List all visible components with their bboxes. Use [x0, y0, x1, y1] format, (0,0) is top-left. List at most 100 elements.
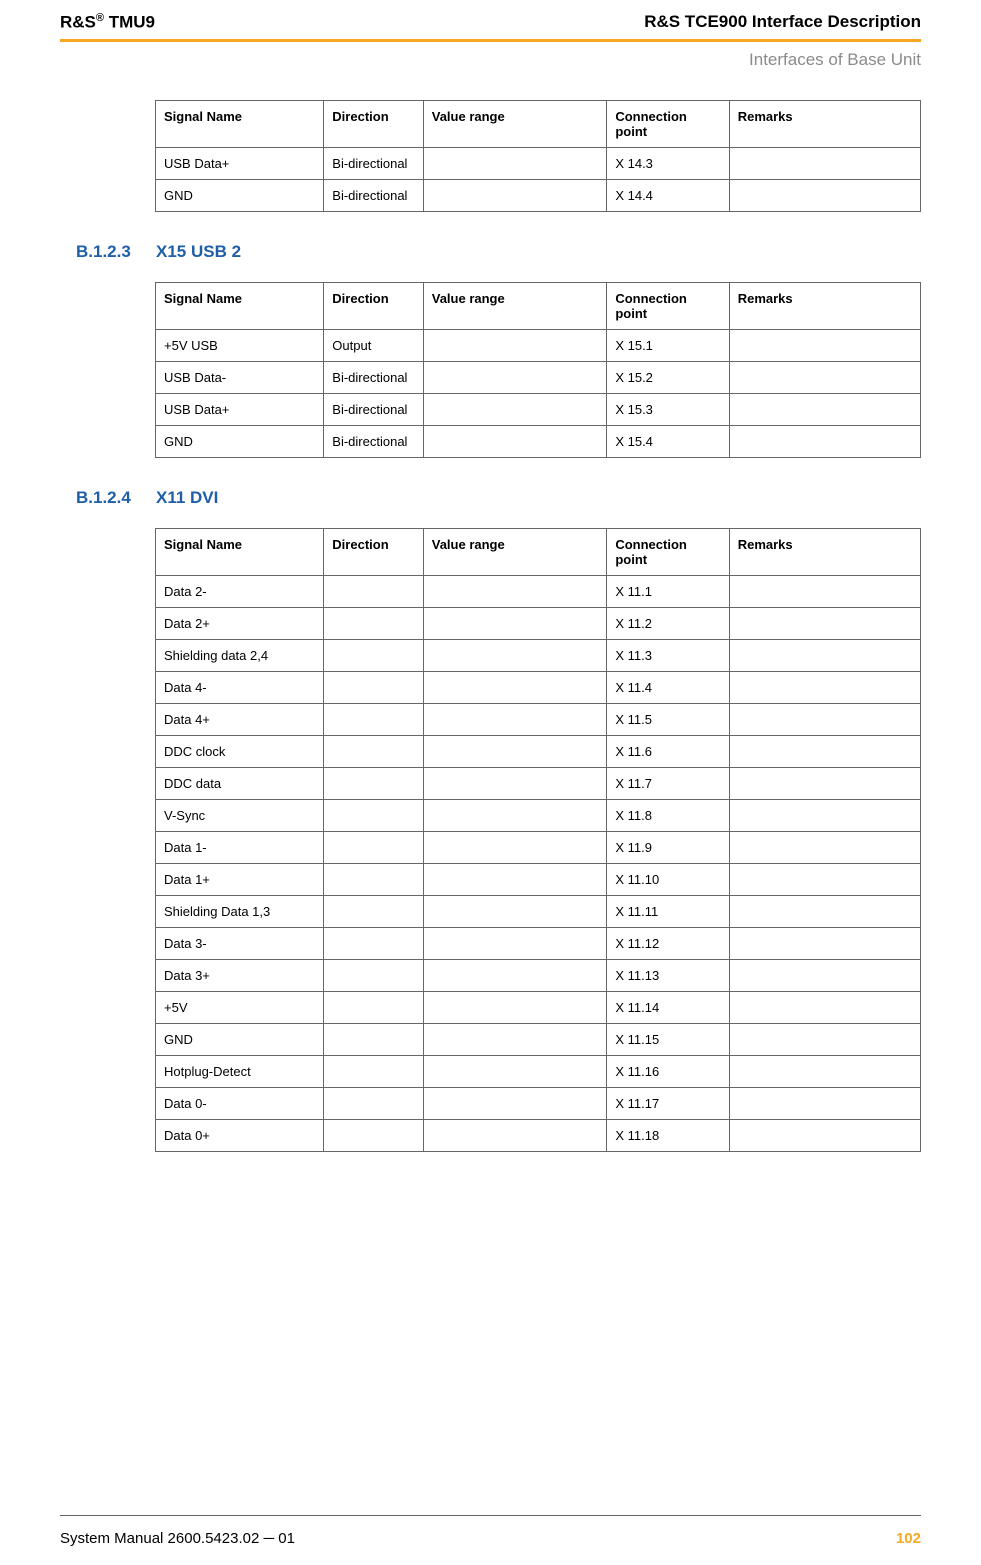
table-cell: X 11.7	[607, 767, 729, 799]
table-cell	[423, 735, 607, 767]
table-cell: DDC clock	[156, 735, 324, 767]
table-row: Data 2-X 11.1	[156, 575, 921, 607]
table-cell: Hotplug-Detect	[156, 1055, 324, 1087]
table-row: Data 0+X 11.18	[156, 1119, 921, 1151]
table-cell	[729, 1023, 920, 1055]
table-cell	[423, 1119, 607, 1151]
table-cell: +5V	[156, 991, 324, 1023]
reg-mark: ®	[96, 12, 104, 24]
table-cell	[423, 179, 607, 211]
table-cell: Bi-directional	[324, 425, 423, 457]
table-row: DDC data X 11.7	[156, 767, 921, 799]
table-cell	[324, 863, 423, 895]
table-cell	[324, 735, 423, 767]
table-row: +5V X 11.14	[156, 991, 921, 1023]
table-cell	[729, 639, 920, 671]
table-row: Data 2+X 11.2	[156, 607, 921, 639]
table-cell	[729, 1087, 920, 1119]
table-row: GNDBi-directionalX 15.4	[156, 425, 921, 457]
section-title: X11 DVI	[156, 488, 218, 507]
table-row: Data 4-X 11.4	[156, 671, 921, 703]
col-value-range: Value range	[423, 282, 607, 329]
table-cell: DDC data	[156, 767, 324, 799]
col-signal: Signal Name	[156, 100, 324, 147]
table-cell: X 11.15	[607, 1023, 729, 1055]
table-cell	[729, 1055, 920, 1087]
section-title: X15 USB 2	[156, 242, 241, 261]
table-cell: Bi-directional	[324, 393, 423, 425]
table-row: GNDX 11.15	[156, 1023, 921, 1055]
table-cell: V-Sync	[156, 799, 324, 831]
table-header-row: Signal Name Direction Value range Connec…	[156, 282, 921, 329]
table-row: Data 0- X 11.17	[156, 1087, 921, 1119]
table-cell	[729, 179, 920, 211]
col-connection: Connection point	[607, 100, 729, 147]
table-cell: X 11.16	[607, 1055, 729, 1087]
table-row: USB Data-Bi-directionalX 15.2	[156, 361, 921, 393]
table-cell	[423, 863, 607, 895]
table-cell: Data 0-	[156, 1087, 324, 1119]
table-cell	[324, 1119, 423, 1151]
table-cell	[729, 895, 920, 927]
table-cell: X 11.13	[607, 959, 729, 991]
table-cell	[729, 575, 920, 607]
table-cell: Data 1-	[156, 831, 324, 863]
section-number: B.1.2.4	[76, 488, 156, 508]
table-cell: X 11.10	[607, 863, 729, 895]
table-cell	[423, 1023, 607, 1055]
footer-divider	[60, 1515, 921, 1516]
table-cell: X 11.17	[607, 1087, 729, 1119]
table-cell	[423, 1055, 607, 1087]
table-cell: X 14.3	[607, 147, 729, 179]
table-cell: USB Data+	[156, 147, 324, 179]
table-cell: Data 3-	[156, 927, 324, 959]
table-cell: Bi-directional	[324, 179, 423, 211]
col-remarks: Remarks	[729, 282, 920, 329]
header-left: R&S® TMU9	[60, 12, 155, 33]
table-cell: X 11.3	[607, 639, 729, 671]
table-cell	[729, 735, 920, 767]
table-cell: X 11.14	[607, 991, 729, 1023]
table-cell	[423, 671, 607, 703]
table-cell: X 11.9	[607, 831, 729, 863]
table-header-row: Signal Name Direction Value range Connec…	[156, 528, 921, 575]
product-suffix: TMU9	[104, 13, 155, 32]
table-cell	[423, 831, 607, 863]
table-cell	[729, 991, 920, 1023]
table-cell	[423, 991, 607, 1023]
table-cell: Data 4+	[156, 703, 324, 735]
table-cell: X 11.4	[607, 671, 729, 703]
col-signal: Signal Name	[156, 282, 324, 329]
table-cell: Output	[324, 329, 423, 361]
table-row: V-SyncX 11.8	[156, 799, 921, 831]
col-connection: Connection point	[607, 528, 729, 575]
table-cell	[423, 575, 607, 607]
footer-page-number: 102	[896, 1530, 921, 1547]
table-cell	[729, 799, 920, 831]
table-cell	[729, 607, 920, 639]
table-cell: GND	[156, 425, 324, 457]
table-body-2: Data 2-X 11.1Data 2+X 11.2Shielding data…	[156, 575, 921, 1151]
page-footer: System Manual 2600.5423.02 ─ 01 102	[0, 1515, 981, 1547]
product-prefix: R&S	[60, 13, 96, 32]
table-cell	[729, 329, 920, 361]
table-cell: Data 2-	[156, 575, 324, 607]
table-cell	[729, 147, 920, 179]
table-cell	[729, 927, 920, 959]
col-direction: Direction	[324, 282, 423, 329]
table-cell	[324, 927, 423, 959]
table-cell	[423, 959, 607, 991]
table-row: Hotplug-Detect X 11.16	[156, 1055, 921, 1087]
subheader: Interfaces of Base Unit	[0, 42, 981, 70]
table-body-0: USB Data+Bi-directionalX 14.3GNDBi-direc…	[156, 147, 921, 211]
table-cell	[324, 1023, 423, 1055]
table-cell: Shielding Data 1,3	[156, 895, 324, 927]
table-cell	[729, 671, 920, 703]
table-cell	[729, 863, 920, 895]
table-row: DDC clockX 11.6	[156, 735, 921, 767]
table-cell	[423, 329, 607, 361]
table-row: USB Data+Bi-directionalX 15.3	[156, 393, 921, 425]
table-cell	[324, 671, 423, 703]
table-cell	[423, 361, 607, 393]
table-cell	[324, 639, 423, 671]
